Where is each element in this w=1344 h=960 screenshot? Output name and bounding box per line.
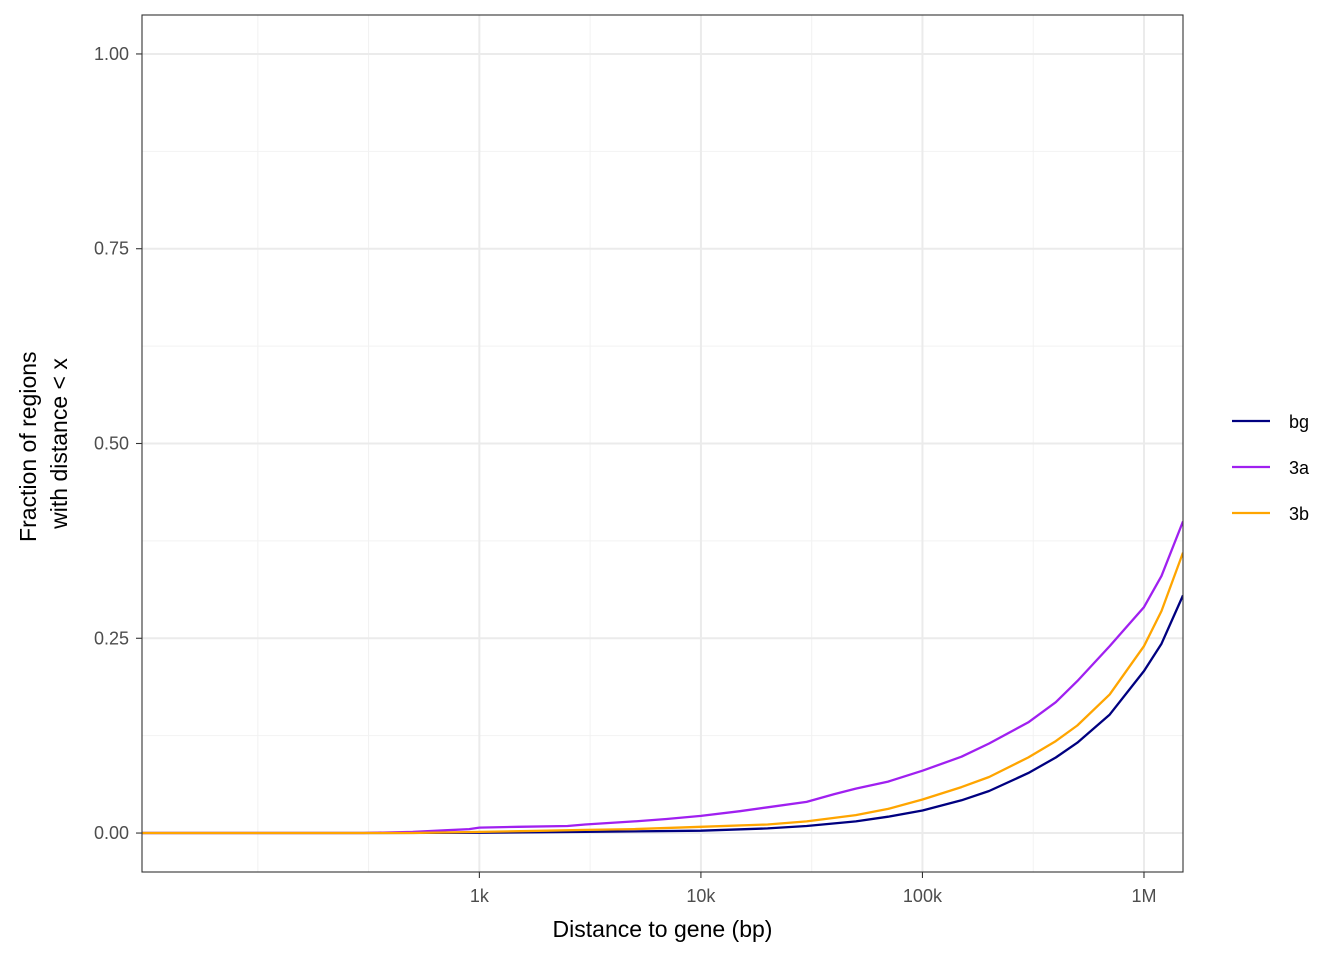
- y-tick-label: 1.00: [94, 44, 129, 64]
- y-tick-label: 0.00: [94, 823, 129, 843]
- x-axis: 1k 10k 100k 1M: [470, 872, 1156, 906]
- x-tick-label: 10k: [686, 886, 716, 906]
- y-axis-title-line-1: Fraction of regions: [15, 351, 41, 541]
- legend-label-3b: 3b: [1289, 504, 1309, 524]
- x-tick-label: 1k: [470, 886, 490, 906]
- series-line-3b: [142, 552, 1183, 835]
- y-tick-label: 0.50: [94, 434, 129, 454]
- legend-label-bg: bg: [1289, 412, 1309, 432]
- y-axis: 0.00 0.25 0.50 0.75 1.00: [94, 44, 142, 843]
- x-tick-label: 100k: [903, 886, 943, 906]
- x-axis-title: Distance to gene (bp): [553, 916, 773, 942]
- series-layer: [142, 520, 1183, 835]
- y-axis-title-line-2: with distance < x: [46, 358, 72, 530]
- y-tick-label: 0.75: [94, 239, 129, 259]
- legend-label-3a: 3a: [1289, 458, 1310, 478]
- series-line-3a: [142, 520, 1183, 835]
- legend: bg 3a 3b: [1232, 412, 1310, 524]
- y-axis-title: Fraction of regions with distance < x: [15, 345, 72, 542]
- y-tick-label: 0.25: [94, 628, 129, 648]
- x-tick-label: 1M: [1131, 886, 1156, 906]
